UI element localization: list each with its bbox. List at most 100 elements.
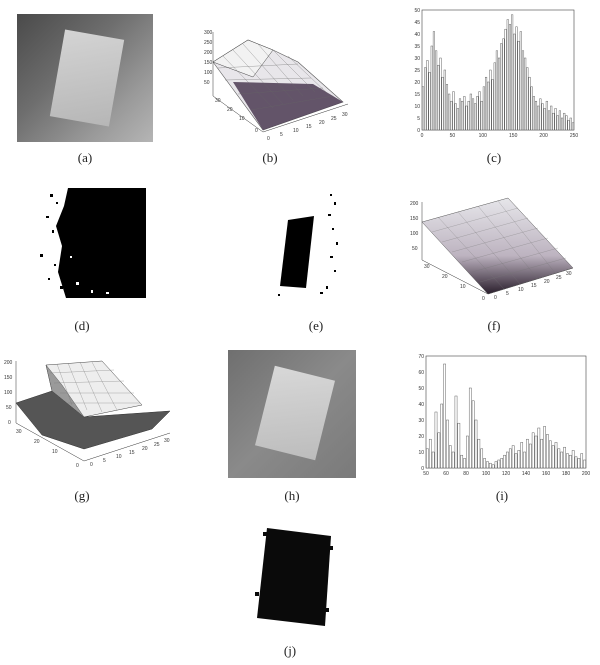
histogram-i-bar [437,432,441,469]
histogram-i-bar [506,451,509,469]
histogram-i-bar [583,459,586,469]
histogram-i-bar [463,458,466,469]
svg-text:30: 30 [566,271,572,277]
histogram-c-bar [521,50,525,131]
svg-text:0: 0 [76,463,79,469]
histogram-i: 50 60 80 100 120 140 160 180 200 0 10 20 30 40 50 60 70 [418,354,590,477]
histogram-i-y-tick: 50 [418,386,424,392]
histogram-c-y-tick: 35 [414,44,420,50]
histogram-i-x-tick: 50 [423,471,429,477]
histogram-i-x-tick: 100 [482,471,491,477]
caption-j: (j) [283,643,297,658]
histogram-c-bar [430,45,433,131]
svg-text:30: 30 [215,98,221,104]
histogram-c-y-tick: 20 [414,80,420,86]
svg-text:150: 150 [410,216,419,222]
histogram-c-bar [463,96,466,131]
histogram-i-bar [551,445,555,469]
histogram-c-bar [539,98,542,131]
histogram-i-bar [508,448,512,469]
histogram-c-bar [439,57,442,131]
histogram-i-x-tick: 60 [443,471,449,477]
histogram-i-bar [557,448,561,469]
histogram-i-bar [568,454,572,469]
histogram-i-bar [580,453,584,469]
histogram-c-bar [519,31,522,131]
binary-image-j [245,522,345,630]
histogram-c-bar [491,79,494,131]
svg-text:0: 0 [482,296,485,301]
svg-text:20: 20 [142,446,148,452]
histogram-c-y-tick: 5 [417,116,420,122]
histogram-i-bar [428,438,432,469]
histogram-c-bar [558,110,561,131]
histogram-c-bar [487,81,490,131]
svg-text:150: 150 [204,60,213,66]
histogram-c-bar [526,67,529,131]
image-a [17,14,153,142]
histogram-c-bar [545,100,548,131]
histogram-i-y-tick: 0 [421,466,424,472]
histogram-c-bar [508,24,511,131]
svg-text:20: 20 [442,274,448,280]
caption-h: (h) [284,488,300,503]
histogram-c-bar [469,93,472,131]
histogram-c-bar [543,108,546,131]
f-z-ticks: 200 150 100 50 [410,201,419,252]
histogram-c-bar [567,120,570,131]
histogram-c-bar [489,69,492,131]
svg-text:100: 100 [204,70,213,76]
histogram-c-bar [476,96,479,131]
histogram-c-y-tick: 45 [414,20,420,26]
svg-text:150: 150 [4,375,13,381]
svg-text:30: 30 [424,264,430,270]
caption-a: (a) [77,150,93,165]
histogram-c-bar [445,84,449,131]
histogram-c-bar [498,57,501,131]
caption-e: (e) [308,318,324,333]
svg-text:10: 10 [518,287,524,293]
histogram-i-bar [563,446,566,469]
caption-i: (i) [495,488,509,503]
histogram-c-bar [441,76,444,131]
histogram-c-bar [450,100,453,131]
histogram-c-bar [422,86,425,131]
histogram-c-bar [513,33,516,131]
histogram-i-bar [431,451,435,469]
histogram-i-frame [425,355,587,469]
histogram-c-x-tick: 150 [509,133,518,139]
svg-text:15: 15 [129,450,135,456]
histogram-c-bar [458,98,462,131]
histogram-c-bar [452,91,455,131]
svg-text:0: 0 [255,128,258,134]
svg-text:5: 5 [506,291,509,297]
histogram-i-bar [517,450,521,469]
histogram-i-bar [477,438,481,469]
caption-f: (f) [487,318,501,333]
histogram-c-bar [435,50,438,131]
histogram-c-bar [530,86,533,131]
histogram-c-bar [424,67,427,131]
g-y-ticks: 30 20 10 0 [16,429,79,469]
histogram-i-bar [446,419,449,469]
svg-text:25: 25 [154,442,160,448]
histogram-i-x-tick: 80 [463,471,469,477]
b-z-ticks: 300 250 200 150 100 50 [204,30,213,86]
histogram-c-bar [428,72,431,131]
histogram-c-x-tick: 100 [479,133,488,139]
f-x-ticks: 0 5 10 15 20 25 30 [494,271,572,301]
svg-text:5: 5 [103,458,106,464]
histogram-c-bar [465,105,468,131]
histogram-i-x-tick: 140 [522,471,531,477]
histogram-i-bar [488,462,492,469]
histogram-i-y-tick: 20 [418,434,424,440]
histogram-i-y-tick: 70 [418,354,424,360]
svg-text:20: 20 [544,279,550,285]
binary-image-e-mask [278,194,338,296]
histogram-i-bar [457,422,461,469]
svg-text:250: 250 [204,40,213,46]
svg-text:50: 50 [412,246,418,252]
histogram-i-bar [537,427,541,469]
svg-text:0: 0 [494,295,497,301]
